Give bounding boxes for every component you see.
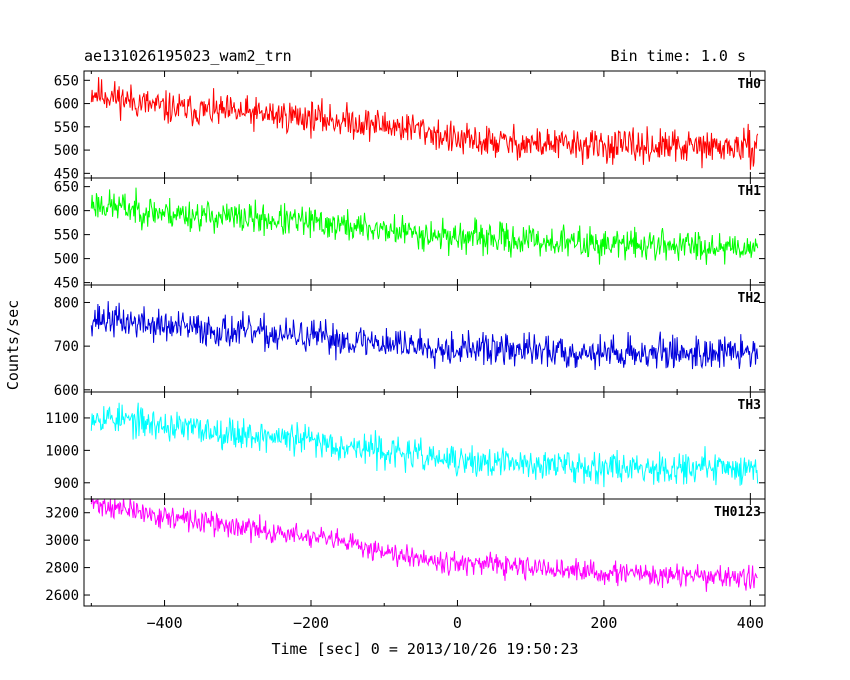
y-tick-label: 650 bbox=[54, 180, 79, 196]
y-tick-label: 3000 bbox=[45, 533, 79, 549]
panel-th2: 600 700 800 TH2 bbox=[54, 284, 766, 399]
x-tick-label: −200 bbox=[293, 614, 329, 632]
x-axis-label: Time [sec] 0 = 2013/10/26 19:50:23 bbox=[271, 640, 578, 658]
x-tick-label: −400 bbox=[146, 614, 182, 632]
chart-title: ae131026195023_wam2_trn bbox=[84, 47, 292, 65]
panel-label-th0123: TH0123 bbox=[714, 505, 761, 520]
y-tick-label: 600 bbox=[54, 97, 79, 113]
series-line-th3 bbox=[90, 402, 759, 488]
y-tick-label: 450 bbox=[54, 276, 79, 292]
x-tick-label: 400 bbox=[737, 614, 764, 632]
panel-th1: 450 500 550 600 650 TH1 bbox=[54, 177, 766, 292]
y-tick-label: 550 bbox=[54, 228, 79, 244]
x-tick-label: 200 bbox=[590, 614, 617, 632]
bin-time-label: Bin time: 1.0 s bbox=[611, 47, 746, 65]
y-tick-label: 450 bbox=[54, 166, 79, 182]
x-tick-label: 0 bbox=[453, 614, 462, 632]
panel-label-th0: TH0 bbox=[738, 77, 762, 92]
panel-label-th2: TH2 bbox=[738, 291, 761, 306]
y-tick-label: 2600 bbox=[45, 588, 79, 604]
panel-frame bbox=[83, 391, 766, 500]
series-line-th0 bbox=[90, 77, 759, 170]
y-tick-label: 650 bbox=[54, 73, 79, 89]
series-line-th2 bbox=[90, 301, 759, 371]
panel-th0: 450 500 550 600 650 TH0 bbox=[54, 70, 766, 182]
panels: 450 500 550 600 650 TH0 450 500 550 600 650 TH1 600 7… bbox=[45, 70, 766, 632]
panel-th3: 900 1000 1100 TH3 bbox=[45, 391, 766, 500]
panel-frame bbox=[83, 70, 766, 179]
y-tick-label: 500 bbox=[54, 252, 79, 268]
y-tick-label: 3200 bbox=[45, 506, 79, 522]
y-tick-label: 700 bbox=[54, 339, 79, 355]
y-tick-label: 550 bbox=[54, 120, 79, 136]
y-tick-label: 900 bbox=[54, 476, 79, 492]
series-line-th1 bbox=[90, 187, 759, 265]
panel-frame bbox=[83, 498, 766, 607]
y-tick-label: 2800 bbox=[45, 561, 79, 577]
y-tick-label: 1100 bbox=[45, 411, 79, 427]
series-line-th0123 bbox=[90, 499, 758, 592]
panel-frame bbox=[83, 284, 766, 393]
y-tick-label: 500 bbox=[54, 143, 79, 159]
y-tick-label: 800 bbox=[54, 295, 79, 311]
y-tick-label: 1000 bbox=[45, 443, 79, 459]
panel-label-th1: TH1 bbox=[738, 184, 762, 199]
panel-th0123: 2600 2800 3000 3200 TH0123 bbox=[45, 498, 766, 607]
y-axis-label: Counts/sec bbox=[4, 300, 22, 390]
panel-label-th3: TH3 bbox=[738, 398, 761, 413]
y-tick-label: 600 bbox=[54, 383, 79, 399]
y-tick-label: 600 bbox=[54, 204, 79, 220]
